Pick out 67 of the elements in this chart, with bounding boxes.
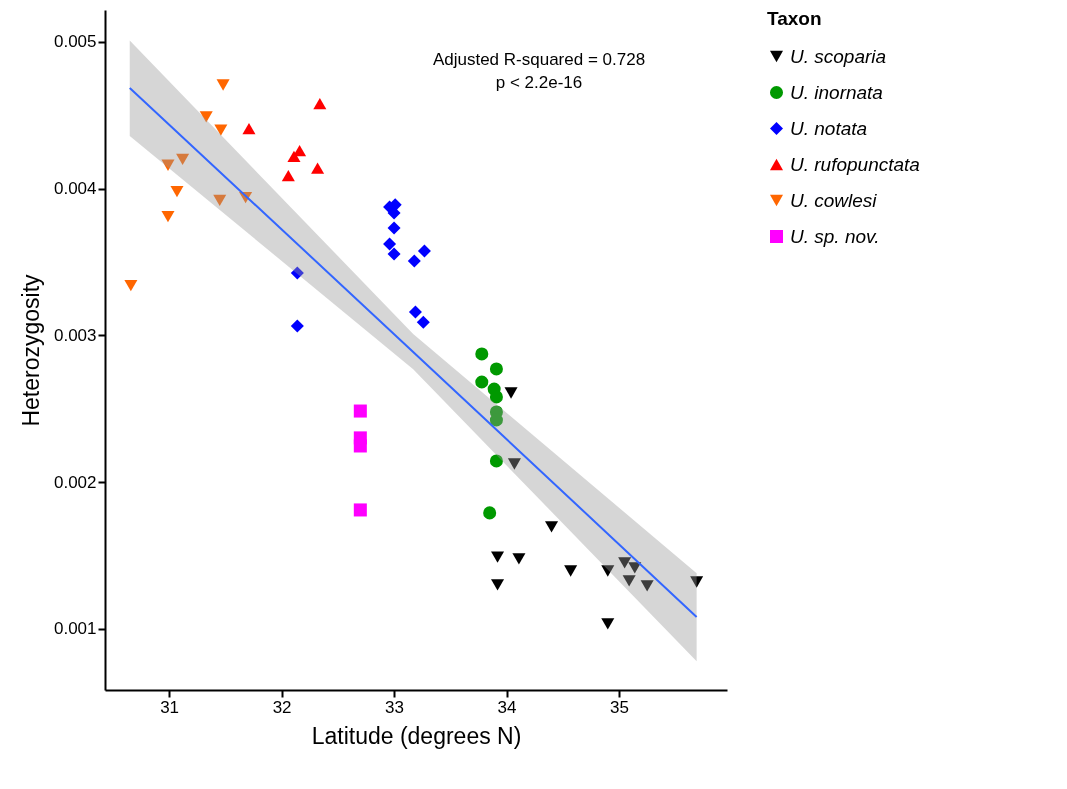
point [601,565,615,577]
point [564,565,578,577]
y-tick-label: 0.001 [53,619,97,639]
point [640,580,654,592]
point [199,111,213,123]
point [489,390,503,404]
point [408,305,422,319]
y-tick-label: 0.005 [53,32,97,52]
y-axis-title: Heterozygosity [17,273,44,427]
point [387,247,401,261]
legend-label: U. notata [790,117,868,139]
point [214,124,228,136]
legend-label: U. rufopunctata [790,153,920,175]
point [512,553,526,565]
point [353,503,367,517]
y-tick-label: 0.003 [53,325,97,345]
y-tick-label: 0.004 [53,179,97,199]
point [383,237,397,251]
legend-label: U. sp. nov. [790,225,880,247]
point [281,169,295,182]
point [353,439,367,453]
point [242,122,256,135]
point [483,506,497,520]
point [216,79,230,91]
point [161,210,175,223]
point [417,244,431,258]
point [489,454,503,468]
legend-label: U. inornata [790,81,883,103]
x-tick-label: 32 [272,697,292,717]
point [170,186,184,198]
point [161,159,175,171]
legend-title: Taxon [767,8,822,29]
point [628,562,642,574]
point [491,551,505,563]
point [416,315,430,329]
x-tick-label: 34 [497,697,517,717]
point [618,557,632,569]
point [475,347,489,361]
annotation: Adjusted R-squared = 0.728 [432,50,646,69]
point [313,97,327,110]
point [290,266,304,280]
point [491,579,505,591]
point [124,279,138,292]
point [213,194,227,207]
legend-label: U. scoparia [790,45,887,67]
point [387,221,401,235]
x-tick-label: 33 [385,697,405,717]
point [475,375,489,389]
point [353,404,367,418]
point [176,153,190,166]
x-axis-title: Latitude (degrees N) [311,722,522,749]
point [545,521,559,533]
point [311,162,325,174]
point [489,362,503,376]
x-tick-label: 31 [160,697,180,717]
point [601,618,615,630]
point [290,319,304,333]
point [407,254,421,268]
point [622,575,636,587]
x-tick-label: 35 [610,697,629,717]
point [507,458,521,470]
annotation: p < 2.2e-16 [495,73,583,92]
point [690,576,704,588]
point [504,387,518,399]
y-tick-label: 0.002 [53,472,97,492]
point [287,150,301,163]
legend-label: U. cowlesi [790,189,878,211]
